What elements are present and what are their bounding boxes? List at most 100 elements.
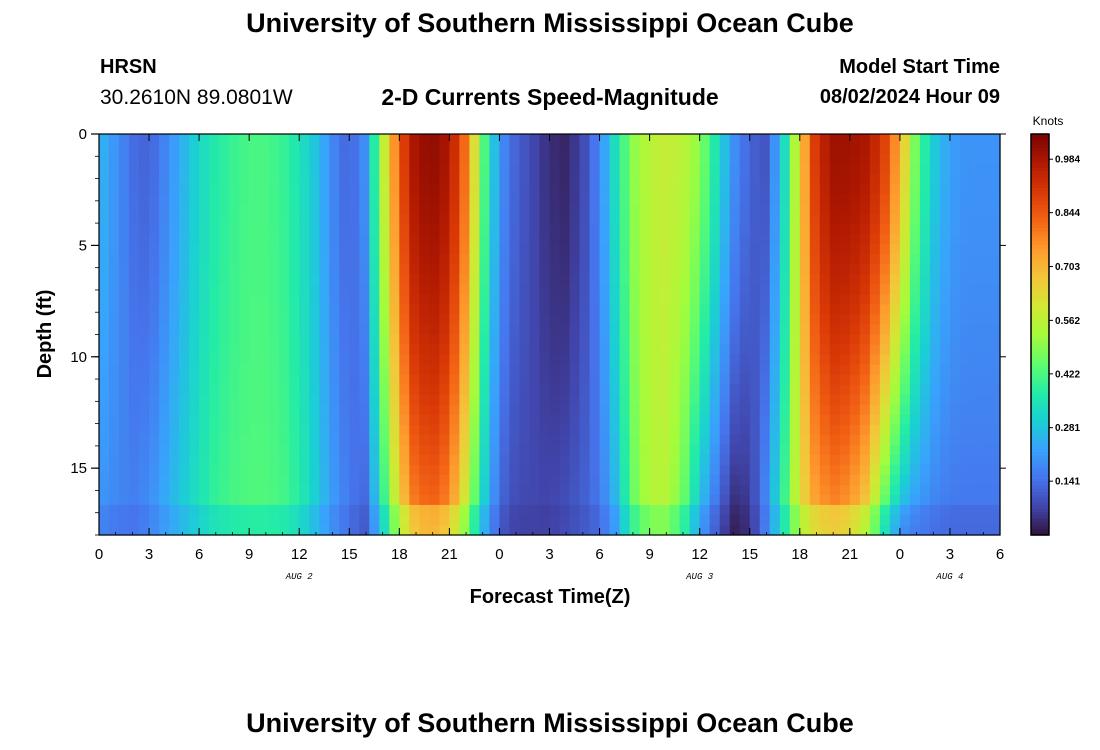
heatmap-cell <box>569 264 581 275</box>
heatmap-cell <box>229 194 240 205</box>
heatmap-cell <box>149 444 160 456</box>
heatmap-cell <box>629 154 641 165</box>
heatmap-cell <box>269 414 280 426</box>
heatmap-cell <box>259 244 270 255</box>
heatmap-cell <box>669 504 681 516</box>
heatmap-cell <box>769 354 781 366</box>
heatmap-cell <box>349 324 360 336</box>
heatmap-cell <box>479 144 491 155</box>
heatmap-cell <box>259 454 270 466</box>
heatmap-cell <box>439 274 450 285</box>
heatmap-cell <box>669 404 681 416</box>
heatmap-cell <box>489 394 501 406</box>
heatmap-cell <box>479 494 491 506</box>
heatmap-cell <box>159 334 170 346</box>
heatmap-cell <box>549 284 561 295</box>
page-title: University of Southern Mississippi Ocean… <box>246 8 854 38</box>
heatmap-cell <box>359 304 370 316</box>
heatmap-cell <box>789 214 801 225</box>
heatmap-cell <box>859 414 871 426</box>
heatmap-cell <box>949 264 961 275</box>
heatmap-cell <box>219 394 230 406</box>
heatmap-cell <box>399 444 410 456</box>
heatmap-cell <box>699 414 711 426</box>
heatmap-cell <box>369 344 380 356</box>
heatmap-cell <box>349 144 360 155</box>
heatmap-cell <box>149 214 160 225</box>
heatmap-cell <box>219 324 230 336</box>
heatmap-cell <box>549 244 561 255</box>
heatmap-cell <box>919 384 931 396</box>
heatmap-cell <box>629 314 641 326</box>
heatmap-cell <box>869 334 881 346</box>
heatmap-cell <box>539 424 551 436</box>
heatmap-cell <box>269 354 280 366</box>
heatmap-cell <box>409 524 420 536</box>
heatmap-cell <box>829 514 841 526</box>
heatmap-cell <box>109 314 120 326</box>
heatmap-cell <box>439 264 450 275</box>
heatmap-cell <box>159 184 170 195</box>
heatmap-cell <box>889 254 901 265</box>
heatmap-cell <box>799 184 811 195</box>
heatmap-cell <box>549 354 561 366</box>
heatmap-cell <box>939 374 951 386</box>
heatmap-cell <box>119 144 130 155</box>
heatmap-cell <box>489 484 501 496</box>
heatmap-cell <box>909 134 921 145</box>
heatmap-cell <box>99 304 110 316</box>
colorbar-swatch <box>1031 234 1049 239</box>
heatmap-cell <box>849 464 861 476</box>
heatmap-cell <box>129 194 140 205</box>
heatmap-cell <box>989 244 1001 255</box>
heatmap-cell <box>169 414 180 426</box>
heatmap-cell <box>529 494 541 506</box>
heatmap-cell <box>359 324 370 336</box>
heatmap-cell <box>209 284 220 295</box>
heatmap-cell <box>309 484 320 496</box>
heatmap-cell <box>539 294 551 306</box>
heatmap-cell <box>749 234 761 245</box>
heatmap-cell <box>739 324 751 336</box>
heatmap-cell <box>799 524 811 536</box>
heatmap-cell <box>499 144 511 155</box>
heatmap-cell <box>379 304 390 316</box>
heatmap-cell <box>99 444 110 456</box>
heatmap-cell <box>229 484 240 496</box>
heatmap-cell <box>469 404 481 416</box>
heatmap-cell <box>849 254 861 265</box>
heatmap-cell <box>309 184 320 195</box>
heatmap-cell <box>969 464 981 476</box>
heatmap-cell <box>539 224 551 235</box>
heatmap-cell <box>689 494 701 506</box>
heatmap-cell <box>149 334 160 346</box>
heatmap-cell <box>599 264 611 275</box>
heatmap-cell <box>269 234 280 245</box>
heatmap-cell <box>769 164 781 175</box>
heatmap-cell <box>219 334 230 346</box>
heatmap-cell <box>769 274 781 285</box>
heatmap-cell <box>879 134 891 145</box>
heatmap-cell <box>839 334 851 346</box>
heatmap-cell <box>569 434 581 446</box>
heatmap-cell <box>749 484 761 496</box>
heatmap-cell <box>399 294 410 306</box>
heatmap-cell <box>509 224 521 235</box>
heatmap-cell <box>629 344 641 356</box>
heatmap-cell <box>219 344 230 356</box>
heatmap-cell <box>989 194 1001 205</box>
heatmap-cell <box>739 474 751 486</box>
heatmap-cell <box>899 424 911 436</box>
heatmap-cell <box>899 364 911 376</box>
heatmap-cell <box>749 324 761 336</box>
heatmap-cell <box>739 524 751 536</box>
heatmap-cell <box>969 144 981 155</box>
heatmap-cell <box>809 434 821 446</box>
heatmap-cell <box>839 144 851 155</box>
heatmap-cell <box>299 284 310 295</box>
heatmap-cell <box>649 214 661 225</box>
heatmap-cell <box>819 514 831 526</box>
heatmap-cell <box>789 354 801 366</box>
heatmap-cell <box>489 514 501 526</box>
heatmap-cell <box>719 144 731 155</box>
